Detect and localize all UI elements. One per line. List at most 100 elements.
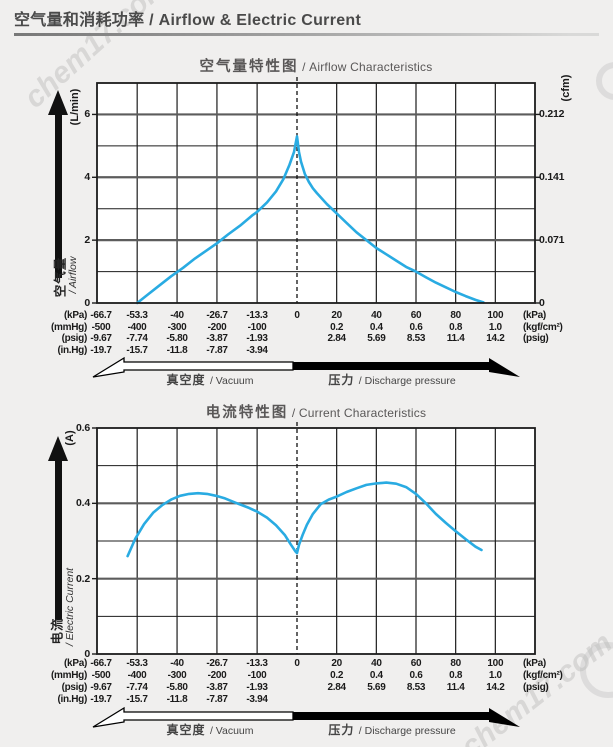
x-unit-right-(kPa): (kPa) <box>523 658 546 669</box>
x-value: 8.53 <box>406 682 426 693</box>
x-value: -19.7 <box>90 694 112 705</box>
y-tick-right-0.141: 0.141 <box>539 171 565 184</box>
x-value: 60 <box>410 310 422 321</box>
x-value: 1.0 <box>488 670 502 681</box>
x-value: -1.93 <box>246 333 268 344</box>
y-tick-left-2: 2 <box>84 234 90 247</box>
current-axis-arrow-icon <box>48 436 68 461</box>
x-value: -500 <box>91 321 111 333</box>
x-unit-left-(in.Hg): (in.Hg) <box>57 694 87 705</box>
airflow-chart-title-en: / Airflow Characteristics <box>298 60 433 74</box>
pressure-zone-label-2: 压力 / Discharge pressure <box>297 723 487 738</box>
watermark-circle-top-right <box>596 62 613 100</box>
y-tick-right-0.212: 0.212 <box>539 108 565 121</box>
x-value: -19.7 <box>90 344 112 356</box>
y-tick-left-0.2: 0.2 <box>76 572 90 585</box>
vacuum-pressure-arrow-bar-2 <box>92 706 520 728</box>
vacuum-zone-label-en: / Vacuum <box>209 375 254 387</box>
series-electric-current <box>126 481 483 558</box>
x-value: -7.74 <box>126 333 148 344</box>
x-value: 0.8 <box>449 670 463 681</box>
x-unit-left-(in.Hg): (in.Hg) <box>57 344 87 356</box>
x-value: -100 <box>247 321 267 333</box>
y-tick-left-0.6: 0.6 <box>76 422 90 434</box>
x-value: 0 <box>294 658 300 669</box>
x-value: 11.4 <box>446 682 465 693</box>
x-value: -300 <box>167 321 187 333</box>
x-value: -26.7 <box>206 658 228 669</box>
x-unit-left-(psig): (psig) <box>61 333 88 344</box>
airflow-y-unit-right: (cfm) <box>560 74 572 102</box>
x-value: -3.94 <box>246 344 268 356</box>
current-axis-arrow-shaft <box>54 459 62 620</box>
x-unit-left-(psig): (psig) <box>61 682 88 693</box>
x-value: -11.8 <box>166 344 188 356</box>
y-tick-left-4: 4 <box>84 171 90 184</box>
x-unit-right-(psig): (psig) <box>523 682 549 693</box>
x-value: 100 <box>487 658 504 669</box>
x-value: -3.94 <box>246 694 268 705</box>
x-value: 14.2 <box>486 333 505 344</box>
vacuum-zone-label-2-cn: 真空度 <box>166 723 206 737</box>
x-value: 11.4 <box>446 333 465 344</box>
x-value: 0.8 <box>449 321 463 333</box>
x-value: -400 <box>127 670 147 681</box>
x-value: 40 <box>371 310 382 321</box>
x-value: 1.0 <box>488 321 502 333</box>
airflow-axis-label-en: / Airflow <box>67 256 79 294</box>
x-value: -7.87 <box>206 344 228 356</box>
x-value: -40 <box>170 658 184 669</box>
x-value: -53.3 <box>126 658 148 669</box>
x-value: -3.87 <box>206 333 228 344</box>
x-value: 40 <box>371 658 382 669</box>
x-value: 5.69 <box>367 682 386 693</box>
x-unit-left-(mmHg): (mmHg) <box>51 321 87 333</box>
x-value: -3.87 <box>206 682 228 693</box>
x-unit-left-(kPa): (kPa) <box>64 658 87 669</box>
pressure-zone-label-en: / Discharge pressure <box>358 375 456 387</box>
y-tick-left-0: 0 <box>84 648 90 660</box>
x-value: -13.3 <box>246 658 268 669</box>
x-unit-left-(mmHg): (mmHg) <box>51 670 87 681</box>
x-value: -7.74 <box>126 682 148 693</box>
x-value: -500 <box>91 670 111 681</box>
x-value: -1.93 <box>246 682 268 693</box>
pressure-zone-label-2-cn: 压力 <box>328 723 355 737</box>
x-value: -9.67 <box>90 682 112 693</box>
current-chart-title: 电流特性图 / Current Characteristics <box>97 401 535 422</box>
x-unit-right-(kgf/cm²): (kgf/cm²) <box>523 670 563 681</box>
x-value: -300 <box>167 670 187 681</box>
current-chart-title-en: / Current Characteristics <box>288 406 427 420</box>
x-unit-right-(psig): (psig) <box>523 333 549 344</box>
x-value: 100 <box>487 310 504 321</box>
x-value: 20 <box>331 310 342 321</box>
vacuum-zone-label-2-en: / Vacuum <box>209 725 254 737</box>
vacuum-zone-label-cn: 真空度 <box>166 373 206 387</box>
y-tick-left-6: 6 <box>84 108 90 121</box>
x-value: 14.2 <box>486 682 505 693</box>
x-value: -400 <box>127 321 147 333</box>
airflow-chart-title: 空气量特性图 / Airflow Characteristics <box>97 55 535 76</box>
x-value: -66.7 <box>90 310 112 321</box>
airflow-plot <box>92 77 540 305</box>
x-value: 60 <box>410 658 422 669</box>
x-value: 0 <box>294 310 300 321</box>
x-unit-right-(kPa): (kPa) <box>523 310 546 321</box>
x-value: -15.7 <box>126 344 148 356</box>
x-value: 0.4 <box>369 321 383 333</box>
series-airflow <box>135 135 485 305</box>
pressure-arrow-icon <box>293 358 520 377</box>
x-value: 0.2 <box>330 321 344 333</box>
x-value: -200 <box>207 670 227 681</box>
pressure-zone-label: 压力 / Discharge pressure <box>297 373 487 388</box>
airflow-axis-arrow-icon <box>48 90 68 115</box>
x-value: -5.80 <box>166 682 188 693</box>
current-chart-title-cn: 电流特性图 <box>205 405 289 421</box>
airflow-axis-arrow-shaft <box>54 113 62 278</box>
x-unit-right-(kgf/cm²): (kgf/cm²) <box>523 321 563 333</box>
vacuum-zone-label: 真空度 / Vacuum <box>125 373 295 388</box>
x-value: -5.80 <box>166 333 188 344</box>
current-plot <box>92 422 536 655</box>
current-axis-label-cn: 电流 <box>50 617 65 645</box>
